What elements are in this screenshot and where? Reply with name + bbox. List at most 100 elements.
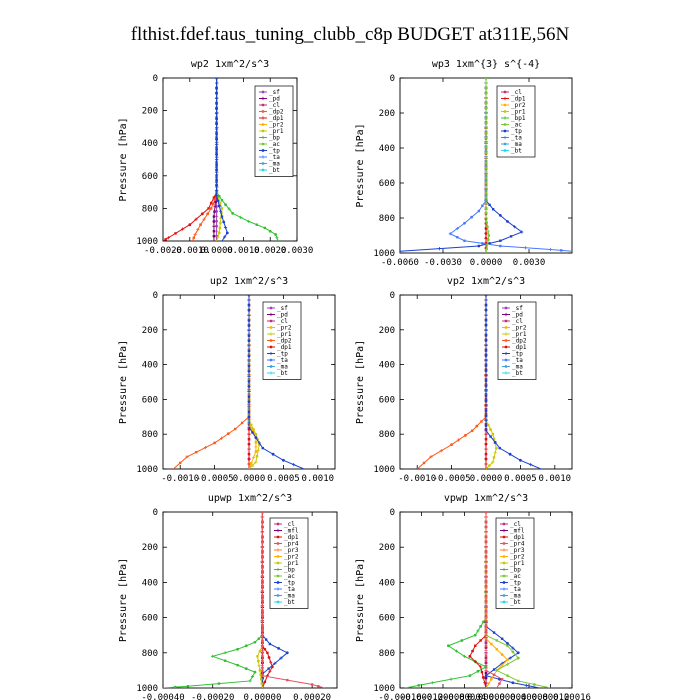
series-marker	[484, 136, 488, 140]
series-marker	[484, 659, 488, 662]
series-marker	[211, 202, 215, 206]
series-marker	[260, 674, 265, 678]
series-marker	[490, 642, 493, 646]
y-tick-label: 0	[153, 74, 158, 84]
figure-title: flthist.fdef.taus_tuning_clubb_c8p BUDGE…	[131, 24, 570, 45]
x-tick-label: -0.0005	[433, 474, 471, 484]
series-marker	[484, 614, 488, 618]
series-marker	[253, 670, 257, 674]
series-marker	[223, 225, 228, 230]
legend-label: _cl	[510, 521, 521, 528]
series-marker	[261, 570, 264, 573]
x-tick-label: -0.0030	[424, 258, 462, 268]
y-tick-label: 800	[142, 204, 158, 214]
legend-marker	[502, 587, 506, 591]
series-marker	[495, 668, 499, 672]
series-marker	[260, 560, 265, 564]
series-marker	[463, 221, 466, 225]
x-tick-label: -0.00004	[443, 693, 486, 700]
legend-label: _ma	[277, 364, 288, 371]
legend-label: _ta	[277, 357, 288, 364]
series-marker	[260, 619, 265, 623]
series-marker	[484, 313, 488, 317]
series-marker	[484, 452, 488, 456]
series-marker	[247, 452, 251, 456]
legend-label: _cl	[269, 102, 280, 109]
legend-label: _pr4	[510, 541, 525, 548]
series-marker	[247, 308, 251, 312]
series-marker	[247, 298, 251, 302]
series-marker	[215, 102, 218, 105]
series-marker	[479, 625, 483, 628]
plot-frame	[162, 77, 298, 242]
series-marker	[260, 604, 265, 608]
legend-marker	[276, 587, 280, 591]
series-marker	[247, 385, 251, 388]
series-marker	[260, 682, 264, 685]
series-marker	[215, 91, 219, 95]
series-marker	[255, 455, 259, 458]
series-marker	[268, 229, 272, 233]
series-marker	[471, 429, 474, 432]
series-marker	[213, 441, 217, 445]
series-marker	[224, 203, 227, 206]
legend-label: _ma	[269, 161, 280, 168]
x-tick-label: -0.0005	[196, 474, 234, 484]
series-marker	[484, 318, 488, 322]
series-marker	[484, 649, 488, 653]
series-marker	[215, 112, 219, 116]
y-axis-label: Pressure [hPa]	[355, 558, 366, 642]
legend: _cl_dp1_pr2_pr1_bp1_ac_tp_ta_ma_bt	[496, 85, 536, 158]
legend-label: _pr4	[284, 541, 299, 548]
series-marker	[493, 451, 497, 455]
series-marker	[166, 236, 170, 240]
series-marker	[217, 204, 221, 208]
series-marker	[263, 226, 267, 230]
series-marker	[225, 231, 229, 235]
series-marker	[511, 646, 515, 650]
y-axis-label: Pressure [hPa]	[118, 558, 129, 642]
legend-marker	[502, 594, 506, 597]
legend-label: _sf	[277, 305, 288, 312]
y-tick-label: 800	[379, 430, 395, 440]
legend-box	[496, 85, 536, 158]
series-marker	[484, 447, 488, 451]
x-tick-label: 0.0005	[267, 474, 300, 484]
series-marker	[484, 414, 488, 418]
series-marker	[261, 555, 264, 559]
y-tick-label: 600	[379, 395, 395, 405]
series-marker	[261, 520, 264, 524]
series-marker	[492, 673, 496, 676]
series-marker	[484, 530, 488, 534]
series-marker	[484, 520, 488, 524]
series-marker	[244, 667, 248, 671]
series-marker	[449, 677, 453, 681]
y-tick-label: 200	[379, 543, 395, 553]
series-marker	[263, 648, 267, 651]
panel-title: wp3 1xm^{3} s^{-4}	[432, 59, 540, 70]
series-marker	[267, 667, 270, 670]
legend-marker	[261, 135, 265, 140]
legend-marker	[502, 561, 506, 565]
legend-label: _dp1	[284, 534, 299, 541]
y-axis-label: Pressure [hPa]	[355, 123, 366, 207]
series-marker	[255, 223, 258, 226]
legend-marker	[502, 600, 506, 604]
series-marker	[218, 201, 222, 205]
y-tick-label: 200	[142, 326, 158, 336]
x-tick-label: 0.0000	[233, 474, 266, 484]
series-marker	[215, 122, 219, 126]
series-group	[163, 78, 279, 241]
series-marker	[259, 678, 263, 681]
legend-label: _pd	[277, 312, 288, 319]
series-marker	[484, 111, 488, 115]
series-marker	[215, 81, 219, 85]
legend-marker	[502, 535, 506, 539]
legend-label: _dp2	[277, 338, 292, 345]
series-marker	[261, 585, 264, 588]
legend-marker	[503, 135, 507, 140]
series-marker	[261, 599, 264, 603]
series-marker	[484, 668, 488, 672]
panel-6: vpwp 1xm^2/s^3 Pressure [hPa] 0 200 400 600 80…	[355, 493, 591, 700]
x-tick-label: -0.0060	[381, 258, 419, 268]
